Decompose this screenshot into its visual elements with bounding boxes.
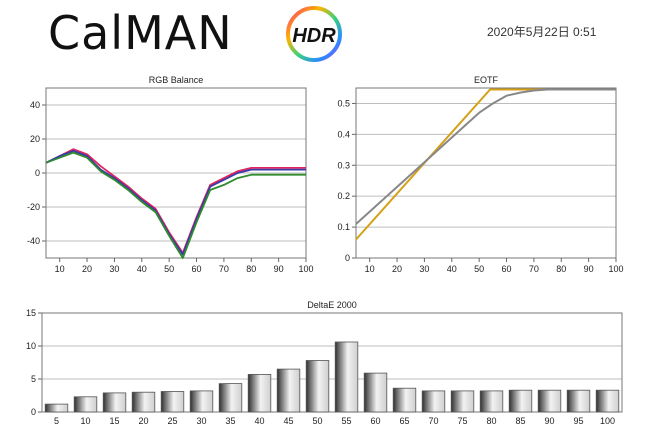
x-tick-label: 20 <box>392 264 402 274</box>
y-tick-label: 20 <box>30 134 40 144</box>
y-tick-label: 0 <box>35 168 40 178</box>
bar <box>479 390 504 413</box>
x-tick-label: 30 <box>196 416 206 426</box>
x-tick-label: 15 <box>109 416 119 426</box>
x-tick-label: 60 <box>192 264 202 274</box>
y-tick-label: -20 <box>27 202 40 212</box>
plot-frame <box>45 87 307 259</box>
y-tick-label: 10 <box>26 341 36 351</box>
x-tick-label: 10 <box>55 264 65 274</box>
x-tick-label: 40 <box>447 264 457 274</box>
bar <box>595 389 620 413</box>
bar <box>450 390 475 413</box>
x-tick-label: 25 <box>167 416 177 426</box>
x-tick-label: 60 <box>370 416 380 426</box>
y-tick-label: -40 <box>27 236 40 246</box>
x-tick-label: 10 <box>365 264 375 274</box>
y-tick-label: 15 <box>26 308 36 318</box>
x-tick-label: 20 <box>82 264 92 274</box>
y-tick-label: 0.5 <box>337 98 350 108</box>
chart-title: RGB Balance <box>149 75 204 85</box>
timestamp: 2020年5月22日 0:51 <box>487 25 597 39</box>
x-tick-label: 90 <box>584 264 594 274</box>
bar <box>537 389 562 413</box>
eotf-chart: EOTF 0.5 0.4 0.3 0.2 0.1 0 10 20 30 40 50 60 70 80 90 10… <box>337 75 623 274</box>
bar <box>305 360 330 413</box>
bar <box>392 387 417 413</box>
bar <box>334 341 359 413</box>
series-line-blue <box>45 149 306 256</box>
x-tick-label: 20 <box>138 416 148 426</box>
x-tick-label: 95 <box>573 416 583 426</box>
x-tick-label: 5 <box>54 416 59 426</box>
y-tick-label: 0 <box>345 253 350 263</box>
x-tick-label: 70 <box>529 264 539 274</box>
bar <box>566 389 591 413</box>
series-line-red <box>45 148 306 254</box>
y-tick-label: 0.1 <box>337 222 350 232</box>
x-tick-label: 100 <box>298 264 313 274</box>
x-tick-label: 80 <box>246 264 256 274</box>
x-tick-label: 90 <box>274 264 284 274</box>
x-tick-label: 45 <box>283 416 293 426</box>
plot-frame <box>355 87 617 259</box>
x-tick-label: 65 <box>399 416 409 426</box>
x-tick-label: 70 <box>219 264 229 274</box>
y-tick-label: 0.2 <box>337 191 350 201</box>
x-tick-label: 70 <box>428 416 438 426</box>
x-tick-label: 40 <box>254 416 264 426</box>
y-tick-label: 0 <box>31 407 36 417</box>
bar <box>276 368 301 413</box>
x-tick-label: 75 <box>457 416 467 426</box>
x-tick-label: 50 <box>474 264 484 274</box>
series-line-eotf_target <box>355 88 616 241</box>
calman-logo: CalMAN <box>48 6 233 60</box>
x-tick-label: 40 <box>137 264 147 274</box>
x-tick-label: 50 <box>312 416 322 426</box>
series-line-eotf_measured <box>355 88 616 225</box>
bar <box>131 391 156 413</box>
bar <box>363 372 388 413</box>
y-tick-label: 5 <box>31 374 36 384</box>
plot-frame <box>41 312 623 413</box>
chart-title: EOTF <box>474 75 499 85</box>
x-tick-label: 55 <box>341 416 351 426</box>
rgb-balance-chart: RGB Balance 40 20 0 -20 -40 10 20 30 40 50 60 70 80 90… <box>27 75 314 274</box>
y-tick-label: 0.4 <box>337 129 350 139</box>
x-tick-label: 80 <box>486 416 496 426</box>
x-tick-label: 90 <box>544 416 554 426</box>
hdr-badge: HDR <box>286 6 342 62</box>
bar <box>421 390 446 413</box>
x-tick-label: 100 <box>600 416 615 426</box>
x-tick-label: 60 <box>502 264 512 274</box>
bar <box>189 390 214 413</box>
bar <box>44 403 69 413</box>
x-tick-label: 30 <box>109 264 119 274</box>
bar <box>73 396 98 413</box>
x-tick-label: 35 <box>225 416 235 426</box>
y-tick-label: 0.3 <box>337 160 350 170</box>
bar <box>508 389 533 413</box>
x-tick-label: 50 <box>164 264 174 274</box>
x-tick-label: 10 <box>80 416 90 426</box>
bar <box>102 392 127 413</box>
x-tick-label: 85 <box>515 416 525 426</box>
x-tick-label: 80 <box>556 264 566 274</box>
chart-title: DeltaE 2000 <box>307 300 357 310</box>
series-line-green <box>45 151 306 259</box>
y-tick-label: 40 <box>30 100 40 110</box>
x-tick-label: 100 <box>608 264 623 274</box>
x-tick-label: 30 <box>419 264 429 274</box>
bar <box>218 383 243 413</box>
hdr-badge-label: HDR <box>292 25 336 47</box>
bar <box>247 373 272 413</box>
bar <box>160 391 185 413</box>
